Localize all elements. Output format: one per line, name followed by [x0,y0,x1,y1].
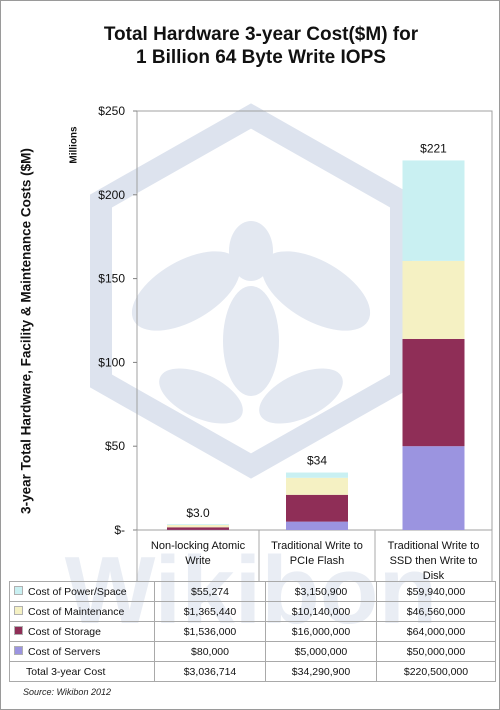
category-label: Write [185,555,210,567]
bar-segment [286,521,348,530]
table-row-total: Total 3-year Cost $3,036,714 $34,290,900 $2… [9,661,496,682]
series-name-cell: Cost of Maintenance [9,601,155,622]
bar-segment [286,472,348,478]
chart-title-line1: Total Hardware 3-year Cost($M) for [103,24,419,45]
y-tick-label: $- [114,523,125,537]
bar-segment [167,525,229,528]
bar-total-label: $3.0 [186,506,210,520]
value-cell: $1,536,000 [154,621,266,642]
chart-title-line2: 1 Billion 64 Byte Write IOPS [136,47,386,68]
category-label: SSD then Write to [390,555,478,567]
bar-total-label: $221 [420,141,447,155]
series-name-cell: Cost of Power/Space [9,581,155,602]
table-row: Cost of Maintenance $1,365,440 $10,140,000… [9,601,496,622]
legend-swatch [14,625,23,635]
legend-entry: Cost of Servers [28,645,101,658]
bar-segment [402,160,465,261]
value-cell: $46,560,000 [376,601,496,622]
category-label: PCIe Flash [290,555,344,567]
value-cell: $50,000,000 [376,641,496,662]
data-table: Cost of Power/Space $55,274 $3,150,900 $59,… [9,581,496,682]
legend-entry: Cost of Power/Space [28,585,127,598]
value-cell: $5,000,000 [265,641,377,662]
bar-segment [286,477,348,495]
value-cell: $16,000,000 [265,621,377,642]
y-tick-label: $250 [98,104,125,118]
value-cell: $3,150,900 [265,581,377,602]
legend-swatch [14,645,23,655]
value-cell: $59,940,000 [376,581,496,602]
source-note: Source: Wikibon 2012 [23,687,111,697]
series-name-cell: Cost of Servers [9,641,155,662]
category-label: Non-locking Atomic [151,540,246,552]
bar-segment [167,524,229,526]
total-name-cell: Total 3-year Cost [9,661,155,682]
value-cell: $64,000,000 [376,621,496,642]
value-cell: $80,000 [154,641,266,662]
y-tick-label: $50 [105,439,125,453]
bar-segment [402,338,465,447]
total-value-cell: $34,290,900 [265,661,377,682]
legend-entry: Cost of Storage [28,625,101,638]
legend-swatch [14,585,23,595]
category-label: Traditional Write to [388,540,480,552]
chart-title: Total Hardware 3-year Cost($M) for 1 Bil… [41,23,481,69]
category-label: Disk [423,570,445,582]
y-tick-label: $100 [98,355,125,369]
legend-swatch [14,605,23,615]
bar-segment [286,494,348,522]
series-name-cell: Cost of Storage [9,621,155,642]
bar-segment [402,446,465,530]
table-row: Cost of Power/Space $55,274 $3,150,900 $59,… [9,581,496,602]
bar-total-label: $34 [307,454,327,468]
y-tick-label: $150 [98,272,125,286]
table-row: Cost of Storage $1,536,000 $16,000,000 $64,… [9,621,496,642]
y-tick-label: $200 [98,188,125,202]
bar-segment [402,260,465,339]
value-cell: $1,365,440 [154,601,266,622]
value-cell: $55,274 [154,581,266,602]
bar-segment [167,527,229,530]
total-value-cell: $3,036,714 [154,661,266,682]
value-cell: $10,140,000 [265,601,377,622]
category-label: Traditional Write to [271,540,363,552]
total-value-cell: $220,500,000 [376,661,496,682]
table-row: Cost of Servers $80,000 $5,000,000 $50,000,… [9,641,496,662]
legend-entry: Cost of Maintenance [28,605,125,618]
